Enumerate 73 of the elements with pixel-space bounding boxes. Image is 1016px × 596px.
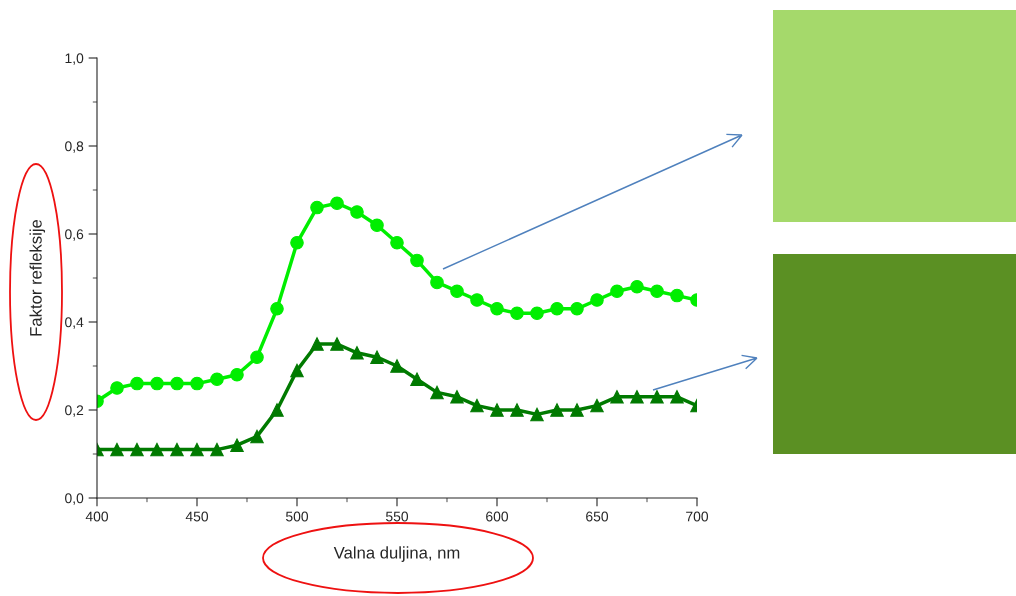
point	[110, 442, 124, 457]
point	[530, 407, 544, 422]
point	[270, 302, 284, 316]
y-tick-label: 0,2	[65, 405, 84, 417]
point	[130, 442, 144, 457]
point	[210, 442, 224, 457]
point	[150, 376, 164, 391]
point	[610, 390, 624, 404]
point	[450, 390, 464, 404]
point	[210, 372, 224, 386]
x-tick-label: 600	[486, 511, 509, 522]
point	[450, 284, 464, 298]
x-tick-label: 650	[586, 511, 609, 522]
point	[270, 403, 284, 417]
y-tick-label: 0,8	[65, 141, 84, 153]
point	[590, 293, 604, 307]
y-tick-label: 1,0	[65, 53, 84, 65]
point	[170, 376, 184, 391]
point	[550, 302, 564, 316]
point	[570, 403, 584, 417]
point	[310, 337, 324, 351]
point	[510, 403, 524, 417]
point	[350, 346, 364, 360]
point	[490, 403, 504, 417]
point	[150, 442, 164, 457]
point	[570, 302, 584, 316]
point	[630, 280, 644, 294]
point	[330, 196, 344, 210]
point	[610, 284, 624, 298]
point	[530, 306, 544, 320]
point	[110, 381, 124, 395]
point	[390, 359, 404, 373]
point	[430, 275, 444, 290]
point	[190, 442, 204, 457]
point	[430, 385, 444, 400]
point	[290, 363, 304, 378]
point	[590, 398, 604, 413]
y-tick-label: 0,0	[65, 493, 84, 505]
point	[650, 284, 664, 298]
point	[630, 390, 644, 404]
y-axis-title: Faktor refleksije	[29, 219, 46, 336]
point	[250, 429, 264, 444]
point	[510, 306, 524, 320]
point	[650, 390, 664, 404]
point	[670, 390, 684, 404]
x-tick-label: 550	[385, 511, 409, 522]
point	[290, 236, 304, 250]
point	[410, 253, 424, 268]
x-tick-label: 400	[85, 511, 109, 522]
point	[370, 350, 384, 364]
y-tick-label: 0,4	[65, 317, 84, 329]
point	[190, 376, 204, 391]
point	[370, 218, 384, 232]
y-tick-label: 0,6	[65, 229, 84, 241]
point	[250, 350, 264, 364]
x-tick-label: 700	[686, 511, 709, 522]
point	[670, 288, 684, 303]
point	[130, 376, 144, 391]
x-tick-label: 450	[185, 511, 209, 522]
point	[390, 236, 404, 250]
x-axis-title: Valna duljina, nm	[333, 546, 460, 562]
point	[310, 200, 324, 215]
point	[170, 442, 184, 457]
point	[550, 403, 564, 417]
point	[470, 293, 484, 307]
point	[230, 438, 244, 452]
point	[330, 337, 344, 351]
point	[410, 372, 424, 386]
point	[490, 302, 504, 316]
point	[470, 398, 484, 413]
point	[230, 368, 244, 382]
x-tick-label: 500	[285, 511, 309, 522]
point	[350, 205, 364, 219]
